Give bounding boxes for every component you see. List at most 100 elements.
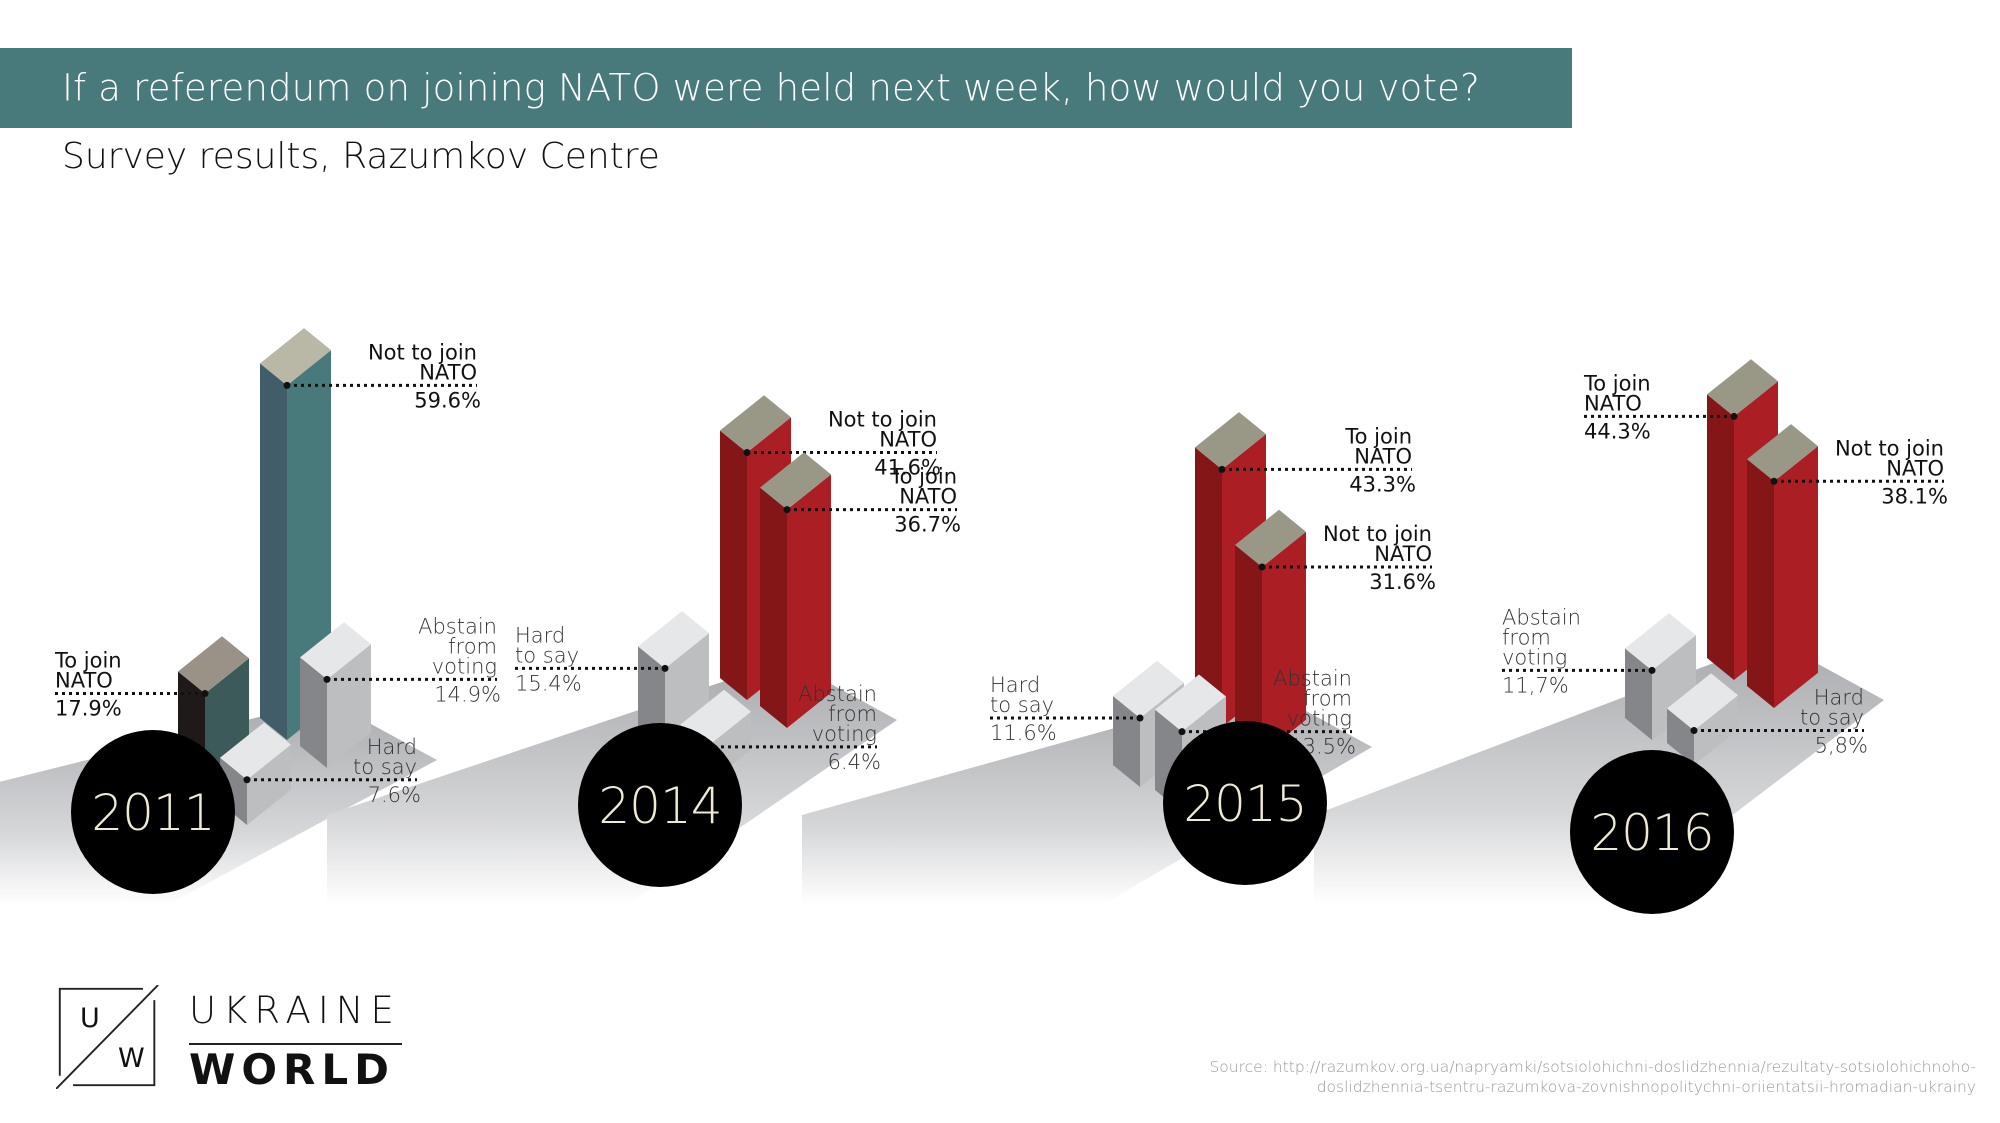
bar-top-face (760, 452, 831, 510)
bar-front-face (247, 744, 291, 825)
bar-top-face (1155, 674, 1226, 732)
bar-value-label: 5,8% (1815, 733, 1868, 757)
bar-label-text: Abstain (418, 614, 497, 638)
logo-letter-u: U (80, 1003, 100, 1034)
bar-label-text: voting (1502, 645, 1567, 669)
bar-label-text: from (828, 702, 877, 726)
bar-front-face (1652, 635, 1696, 740)
bar-value-label: 59.6% (414, 388, 481, 412)
bar-label-text: Hard (367, 735, 417, 759)
leader-dot (1690, 726, 1698, 734)
bar-side-face (1667, 708, 1694, 765)
bar-top-face (638, 611, 709, 669)
bar-label-text: NATO (1374, 542, 1432, 566)
bar-front-face (1774, 446, 1818, 708)
bar-label-text: from (1303, 687, 1352, 711)
leader-dot (283, 381, 291, 389)
bar-value-label: 38.1% (1881, 484, 1948, 508)
logo-box-icon (56, 985, 159, 1089)
logo-divider (189, 1043, 402, 1045)
bar-side-face (1113, 695, 1140, 787)
bar-value-label: 44.3% (1584, 419, 1651, 443)
year-badge (1163, 721, 1327, 885)
bar-top-face (1195, 412, 1266, 470)
bar-label-text: NATO (879, 427, 937, 451)
bar-label-text: NATO (1354, 444, 1412, 468)
bar-top-face (300, 622, 371, 680)
bar-top-face (1113, 660, 1184, 718)
bar-side-face (260, 363, 287, 740)
year-badge (71, 730, 235, 894)
leader-dot (743, 448, 751, 456)
bar-value-label: 17.9% (55, 696, 122, 720)
bar-side-face (1747, 459, 1774, 708)
bar-top-face (1707, 359, 1778, 417)
bar-label-text: NATO (1886, 456, 1944, 480)
bar-label-text: Not to join (368, 340, 477, 364)
leader-dot (1218, 465, 1226, 473)
bar-value-label: 41.6% (874, 455, 941, 479)
bar-label-text: Abstain (798, 682, 877, 706)
year-label: 2011 (91, 784, 214, 842)
bar-front-face (787, 474, 831, 728)
bar-side-face (1707, 394, 1734, 680)
bar-label-text: To join (889, 465, 957, 489)
bar-side-face (1235, 544, 1262, 755)
bar-label-text: voting (1287, 707, 1352, 731)
bar-label-text: To join (54, 648, 122, 672)
bar-label-text: Hard (515, 623, 565, 647)
title-bar: If a referendum on joining NATO were hel… (0, 48, 1572, 128)
source-line-1: Source: http://razumkov.org.ua/napryamki… (1209, 1058, 1976, 1076)
bar-label-text: from (1502, 625, 1551, 649)
source-line-2: doslidzhennia-tsentru-razumkova-zovnishn… (1316, 1078, 1976, 1096)
logo-letter-w: W (118, 1043, 145, 1074)
bar-label-text: Not to join (1835, 436, 1944, 460)
bar-side-face (1195, 447, 1222, 727)
bar-label-text: NATO (899, 485, 957, 509)
bar-top-face (1235, 509, 1306, 567)
bar-top-face (178, 636, 249, 694)
leader-dot (661, 664, 669, 672)
leader-dot (1258, 563, 1266, 571)
year-label: 2014 (598, 777, 721, 835)
bar-front-face (327, 644, 371, 768)
bar-top-face (1625, 613, 1696, 671)
bar-value-label: 43.3% (1349, 472, 1416, 496)
leader-dot (201, 689, 209, 697)
bar-label-text: To join (1344, 424, 1412, 448)
bar-label-text: To join (1583, 371, 1651, 395)
bar-label-text: NATO (419, 360, 477, 384)
bar-top-face (260, 328, 331, 386)
bar-value-label: 11.6% (990, 721, 1057, 745)
bar-label-text: voting (812, 722, 877, 746)
year-badge (578, 723, 742, 887)
leader-dot (1648, 666, 1656, 674)
year-badge (1570, 750, 1734, 914)
leader-dot (1136, 714, 1144, 722)
bar-label-text: to say (1800, 705, 1864, 729)
bar-value-label: 11,7% (1502, 673, 1569, 697)
logo-word-ukraine: UKRAINE (189, 989, 401, 1032)
bar-label-text: NATO (55, 668, 113, 692)
logo-word-world: WORLD (189, 1045, 395, 1094)
bar-label-text: Hard (1814, 685, 1864, 709)
bar-value-label: 7.6% (368, 783, 421, 807)
bar-front-face (1262, 531, 1306, 755)
bar-label-text: Hard (990, 673, 1040, 697)
bar-label-text: Abstain (1273, 667, 1352, 691)
bar-top-face (720, 395, 791, 453)
bar-value-label: 31.6% (1369, 570, 1436, 594)
bar-label-text: NATO (1584, 391, 1642, 415)
bar-side-face (760, 487, 787, 728)
source-note: Source: http://razumkov.org.ua/napryamki… (1209, 1057, 1976, 1097)
